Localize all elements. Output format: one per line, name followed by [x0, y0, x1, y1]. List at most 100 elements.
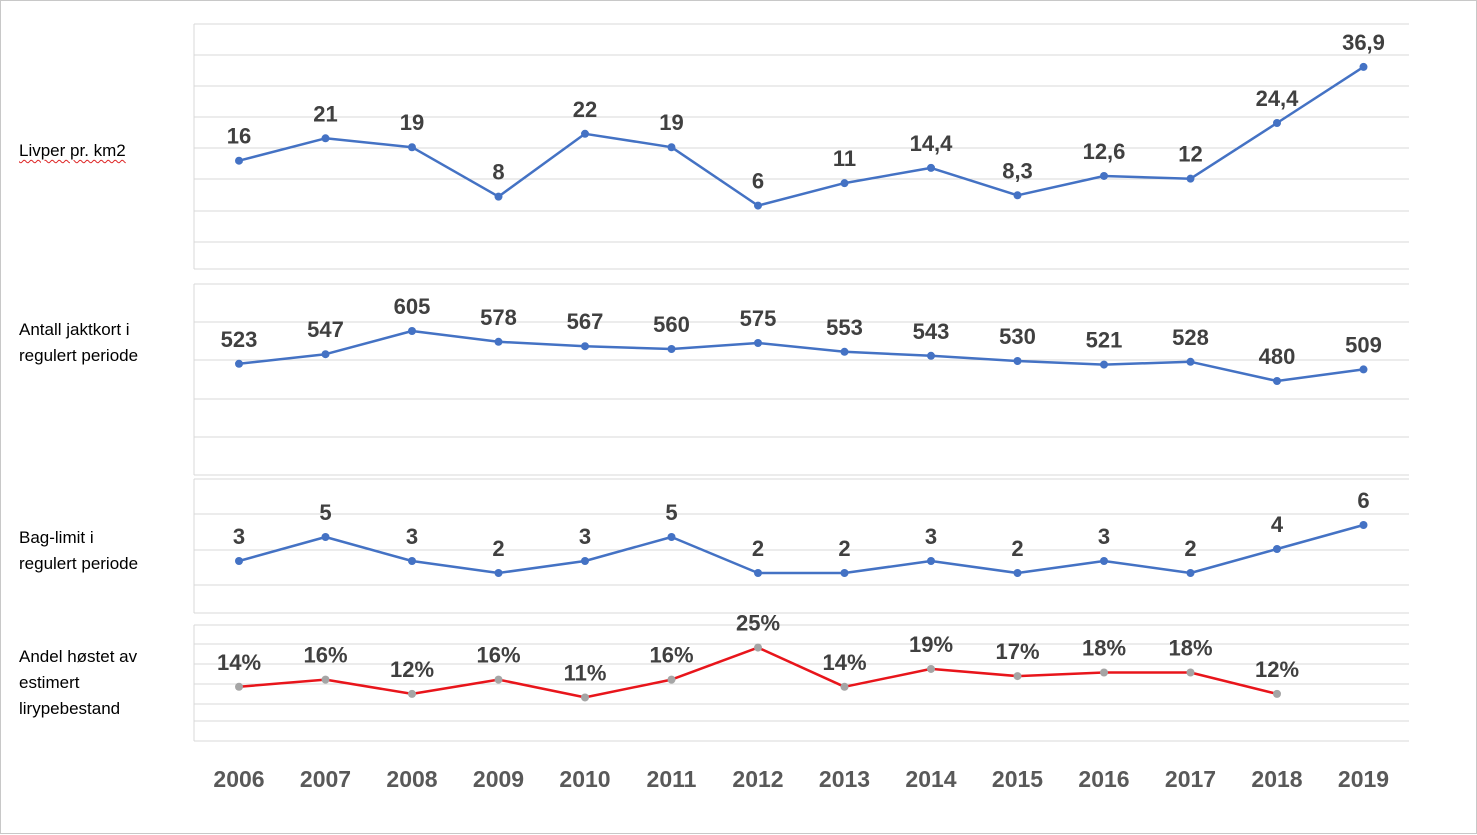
data-label-jaktkort-2013: 553: [826, 315, 863, 340]
data-label-andel-2016: 18%: [1082, 636, 1126, 661]
data-point-andel-2015: [1013, 672, 1022, 681]
data-label-andel-2015: 17%: [995, 639, 1039, 664]
panel-label-andel-line-3: lirypebestand: [19, 699, 121, 718]
data-label-jaktkort-2006: 523: [221, 327, 258, 352]
data-label-baglimit-2007: 5: [319, 500, 331, 525]
data-point-livper-2008: [408, 143, 416, 152]
data-point-jaktkort-2008: [408, 327, 416, 335]
data-label-baglimit-2011: 5: [665, 500, 677, 525]
data-label-livper-2017: 12: [1178, 142, 1202, 167]
data-label-baglimit-2009: 2: [492, 536, 504, 561]
data-label-livper-2006: 16: [227, 124, 251, 149]
x-tick-label-2014: 2014: [905, 766, 956, 792]
data-label-livper-2008: 19: [400, 110, 424, 135]
data-label-jaktkort-2018: 480: [1259, 344, 1296, 369]
data-point-baglimit-2012: [754, 569, 762, 577]
x-tick-label-2009: 2009: [473, 766, 524, 792]
data-point-baglimit-2011: [667, 533, 676, 541]
data-point-andel-2009: [494, 675, 503, 684]
panel-label-jaktkort-line-1: Antall jaktkort i: [19, 320, 130, 339]
data-point-baglimit-2018: [1273, 545, 1281, 553]
x-tick-label-2010: 2010: [559, 766, 610, 792]
data-label-jaktkort-2007: 547: [307, 317, 344, 342]
data-label-jaktkort-2016: 521: [1086, 328, 1123, 353]
data-point-jaktkort-2017: [1186, 357, 1195, 366]
data-point-andel-2006: [235, 682, 243, 691]
data-point-andel-2016: [1100, 668, 1108, 677]
data-label-andel-2018: 12%: [1255, 657, 1299, 682]
data-label-livper-2012: 6: [752, 169, 764, 194]
panel-label-jaktkort-line-2: regulert periode: [19, 346, 139, 365]
panel-label-andel-line-1: Andel høstet av: [19, 647, 138, 666]
data-point-jaktkort-2010: [581, 342, 589, 351]
data-point-baglimit-2010: [581, 557, 589, 565]
data-label-baglimit-2010: 3: [579, 524, 591, 549]
data-label-andel-2014: 19%: [909, 632, 953, 657]
data-label-livper-2019: 36,9: [1342, 30, 1385, 55]
data-label-baglimit-2018: 4: [1271, 512, 1284, 537]
x-tick-label-2007: 2007: [300, 766, 351, 792]
data-label-andel-2012: 25%: [736, 611, 780, 636]
data-label-livper-2018: 24,4: [1256, 86, 1300, 111]
x-tick-label-2017: 2017: [1165, 766, 1216, 792]
data-label-jaktkort-2010: 567: [567, 309, 604, 334]
data-point-livper-2017: [1186, 174, 1195, 183]
x-tick-label-2019: 2019: [1338, 766, 1389, 792]
panel-label-andel: Andel høstet av estimert lirypebestand: [19, 644, 137, 722]
data-label-livper-2011: 19: [659, 110, 683, 135]
panel-label-baglimit: Bag-limit i regulert periode: [19, 525, 138, 577]
data-point-jaktkort-2009: [494, 337, 503, 346]
data-point-livper-2010: [581, 129, 589, 138]
data-label-jaktkort-2014: 543: [913, 319, 950, 344]
data-point-andel-2010: [581, 693, 589, 702]
data-label-livper-2010: 22: [573, 97, 597, 122]
data-label-andel-2007: 16%: [303, 643, 347, 668]
data-point-baglimit-2008: [408, 557, 416, 565]
data-point-andel-2018: [1273, 689, 1281, 698]
x-tick-label-2018: 2018: [1251, 766, 1302, 792]
data-point-andel-2012: [754, 643, 762, 652]
data-label-livper-2007: 21: [313, 101, 337, 126]
data-label-andel-2013: 14%: [822, 650, 866, 675]
x-tick-label-2013: 2013: [819, 766, 870, 792]
panel-label-baglimit-line-1: Bag-limit i: [19, 528, 94, 547]
data-point-jaktkort-2019: [1359, 365, 1368, 374]
data-label-baglimit-2017: 2: [1184, 536, 1196, 561]
data-label-andel-2010: 11%: [564, 660, 607, 685]
data-label-andel-2008: 12%: [390, 657, 434, 682]
data-point-livper-2006: [235, 156, 243, 165]
data-point-baglimit-2016: [1100, 557, 1108, 565]
data-label-baglimit-2015: 2: [1011, 536, 1023, 561]
data-label-jaktkort-2009: 578: [480, 305, 517, 330]
data-point-baglimit-2014: [927, 557, 935, 565]
data-point-baglimit-2006: [235, 557, 243, 565]
panel-label-andel-line-2: estimert: [19, 673, 80, 692]
data-label-livper-2015: 8,3: [1002, 158, 1033, 183]
data-label-livper-2016: 12,6: [1083, 139, 1126, 164]
panel-label-livper-line-1: Livper pr. km2: [19, 141, 126, 160]
x-tick-label-2008: 2008: [386, 766, 437, 792]
data-point-baglimit-2007: [321, 533, 330, 541]
data-label-jaktkort-2008: 605: [394, 294, 431, 319]
panel-label-livper: Livper pr. km2: [19, 138, 126, 164]
data-point-baglimit-2013: [840, 569, 849, 577]
data-label-baglimit-2008: 3: [406, 524, 418, 549]
data-point-livper-2012: [754, 201, 762, 210]
data-point-livper-2015: [1013, 191, 1022, 200]
data-point-jaktkort-2011: [667, 345, 676, 353]
data-label-baglimit-2019: 6: [1357, 488, 1369, 513]
data-point-jaktkort-2016: [1100, 360, 1108, 369]
data-point-jaktkort-2013: [840, 347, 849, 356]
data-label-andel-2006: 14%: [217, 650, 261, 675]
data-label-jaktkort-2017: 528: [1172, 325, 1209, 350]
data-label-jaktkort-2015: 530: [999, 324, 1036, 349]
data-label-baglimit-2006: 3: [233, 524, 245, 549]
x-tick-label-2012: 2012: [732, 766, 783, 792]
x-tick-label-2015: 2015: [992, 766, 1043, 792]
data-point-andel-2014: [927, 664, 935, 673]
data-point-baglimit-2019: [1359, 521, 1368, 529]
data-label-baglimit-2012: 2: [752, 536, 764, 561]
data-label-baglimit-2014: 3: [925, 524, 937, 549]
data-label-livper-2014: 14,4: [910, 131, 954, 156]
